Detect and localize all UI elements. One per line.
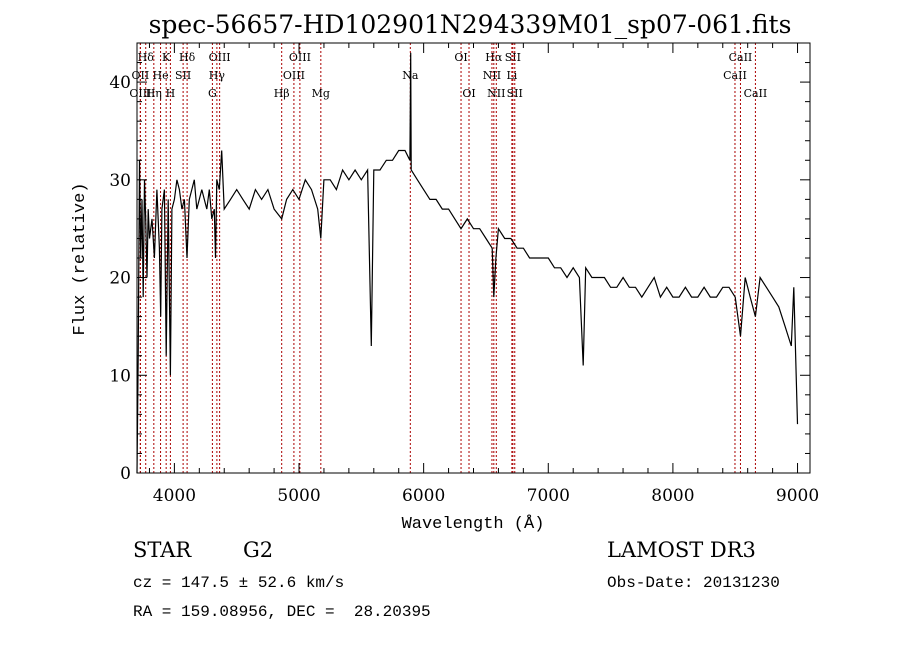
spectral-line-label: G bbox=[208, 87, 217, 100]
x-tick-label: 6000 bbox=[402, 486, 445, 506]
y-axis-ticks: 0 10 20 30 40 bbox=[109, 62, 810, 484]
x-axis-label: Wavelength (Å) bbox=[402, 515, 545, 534]
spectral-line-label: SII bbox=[507, 87, 523, 100]
x-axis-ticks: 4000 5000 6000 7000 8000 9000 bbox=[148, 43, 819, 506]
spectral-line-label: CaII bbox=[723, 69, 747, 82]
spectral-line-label: Hα bbox=[485, 51, 503, 64]
spectral-line-label: He bbox=[153, 69, 169, 82]
y-tick-label: 30 bbox=[109, 171, 131, 191]
coordinates: RA = 159.08956, DEC = 28.20395 bbox=[133, 603, 431, 621]
spectral-line-label: H bbox=[166, 87, 176, 100]
spectral-line-label: Mg bbox=[312, 87, 330, 100]
spectral-line-label: K bbox=[162, 51, 171, 64]
spectral-line-label: SII bbox=[175, 69, 191, 82]
spectral-line-label: Hδ bbox=[138, 51, 155, 64]
x-tick-label: 7000 bbox=[527, 486, 570, 506]
spectral-line-label: OIII bbox=[283, 69, 305, 82]
x-tick-label: 9000 bbox=[776, 486, 819, 506]
spectrum-series-line bbox=[136, 52, 799, 474]
y-axis-label: Flux (relative) bbox=[71, 182, 90, 335]
object-type: STAR bbox=[133, 538, 192, 562]
spectral-line-label: Hγ bbox=[209, 69, 226, 82]
x-tick-label: 8000 bbox=[651, 486, 694, 506]
spectral-line-label: NII bbox=[483, 69, 501, 82]
y-tick-label: 40 bbox=[109, 73, 131, 93]
spectral-line-label: SII bbox=[505, 51, 521, 64]
redshift-value: cz = 147.5 ± 52.6 km/s bbox=[133, 574, 345, 592]
y-tick-label: 10 bbox=[109, 366, 131, 386]
observation-date: Obs-Date: 20131230 bbox=[607, 574, 780, 592]
spectral-line-label: OIII bbox=[209, 51, 231, 64]
spectral-line-label: Li bbox=[506, 69, 517, 82]
spectral-line-label: CaII bbox=[744, 87, 768, 100]
x-tick-label: 5000 bbox=[277, 486, 320, 506]
spectral-line-label: OI bbox=[462, 87, 475, 100]
spectral-line-label: Hδ bbox=[179, 51, 196, 64]
x-tick-label: 4000 bbox=[153, 486, 196, 506]
y-tick-label: 20 bbox=[109, 269, 131, 289]
survey-name: LAMOST DR3 bbox=[607, 538, 756, 562]
chart-title: spec-56657-HD102901N294339M01_sp07-061.f… bbox=[149, 10, 792, 39]
object-subclass: G2 bbox=[243, 538, 274, 562]
y-tick-label: 0 bbox=[120, 464, 131, 484]
spectral-line-label: OIII bbox=[289, 51, 311, 64]
spectral-line-label: Hβ bbox=[274, 87, 290, 100]
spectral-line-label: NII bbox=[487, 87, 505, 100]
spectral-line-label: CaII bbox=[729, 51, 753, 64]
spectral-line-label: OIII bbox=[129, 87, 151, 100]
spectral-line-label: OI bbox=[454, 51, 467, 64]
spectral-line-label: Hη bbox=[146, 87, 162, 100]
plot-frame bbox=[136, 42, 811, 474]
